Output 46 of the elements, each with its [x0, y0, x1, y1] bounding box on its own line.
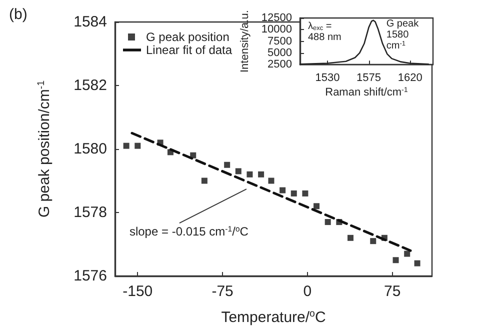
point [246, 171, 253, 178]
x-tick-label: 1530 [315, 72, 340, 84]
point [190, 152, 196, 158]
point [336, 219, 342, 226]
y-tick-label: 1578 [74, 204, 107, 221]
x-tick-label: -75 [212, 283, 234, 300]
point [167, 149, 174, 156]
point [258, 171, 264, 178]
y-axis-title: G peak position/cm-1 [36, 80, 54, 218]
point [370, 238, 376, 244]
point [302, 190, 308, 196]
point [414, 260, 420, 266]
point [314, 203, 320, 210]
y-tick-label: 1576 [74, 268, 107, 284]
y-tick-label: 12500 [261, 12, 292, 24]
x-tick-label: -150 [122, 283, 153, 300]
y-axis-title: Intensity/a.u. [239, 10, 252, 72]
point [280, 187, 286, 194]
y-tick-label: 1582 [74, 77, 107, 94]
y-tick-label: 5000 [268, 46, 292, 59]
point [134, 142, 141, 149]
line-series [299, 20, 430, 65]
point [290, 190, 297, 196]
point [235, 168, 242, 174]
y-tick-label: 10000 [261, 24, 292, 36]
y-tick-label: 1580 [74, 140, 107, 158]
point [324, 219, 331, 226]
point [392, 257, 399, 264]
y-tick-label: 7500 [268, 35, 292, 48]
x-tick-label: 1575 [356, 72, 382, 84]
point [224, 162, 230, 168]
y-tick-label: 1584 [74, 14, 107, 30]
point [347, 234, 354, 241]
legend-label: Linear fit of data [146, 43, 232, 57]
point [123, 142, 130, 149]
point [404, 250, 410, 257]
legend-label: G peak position [146, 30, 230, 44]
point [201, 178, 208, 184]
chart-title: (b) [9, 6, 28, 23]
x-tick-label: 0 [303, 283, 312, 300]
point [157, 140, 164, 146]
x-tick-label: 1620 [398, 72, 422, 84]
point [268, 178, 274, 184]
y-tick-label: 2500 [268, 58, 292, 71]
x-tick-label: 75 [384, 283, 401, 300]
point [381, 234, 388, 241]
